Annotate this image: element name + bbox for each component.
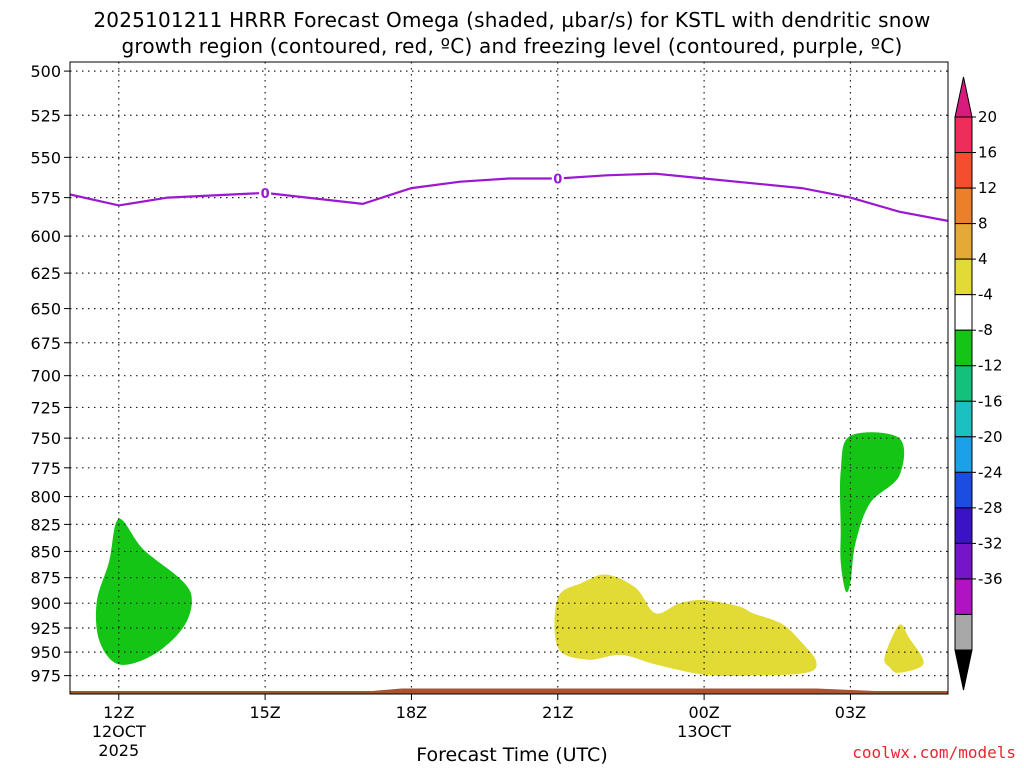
colorbar-label-10: -20 [978,428,1003,446]
colorbar-segment-6 [954,294,973,331]
credit-text: coolwx.com/models [852,743,1016,762]
colorbar-label-7: -8 [978,321,993,339]
colorbar-label-1: 20 [978,108,997,126]
colorbar-segment-2 [954,152,973,189]
y-tick-label-925: 925 [30,619,61,638]
colorbar-segment-8 [954,365,973,402]
colorbar-label-8: -12 [978,357,1003,375]
colorbar-segment-11 [954,471,973,509]
colorbar-segment-7 [954,329,973,367]
x-tick-label-21Z: 21Z [542,703,573,722]
y-tick-label-675: 675 [30,334,61,353]
colorbar-segment-14 [954,578,973,615]
omega-region-3 [554,574,817,676]
y-tick-label-850: 850 [30,542,61,561]
y-tick-label-875: 875 [30,569,61,588]
colorbar-label-9: -16 [978,392,1003,410]
y-tick-label-900: 900 [30,594,61,613]
y-tick-label-975: 975 [30,667,61,686]
colorbar-label-4: 8 [978,215,988,233]
omega-region-4 [884,624,924,673]
y-tick-label-750: 750 [30,429,61,448]
y-tick-label-525: 525 [30,106,61,125]
colorbar-segment-1 [954,116,973,154]
x-tick-date-12Z: 12OCT [92,722,146,741]
y-tick-label-950: 950 [30,643,61,662]
grid-layer [70,62,948,694]
colorbar-label-13: -32 [978,534,1003,552]
colorbar-segment-4 [954,223,973,260]
colorbar-label-3: 12 [978,179,997,197]
colorbar-segment-10 [954,436,973,473]
y-tick-label-775: 775 [30,459,61,478]
colorbar-segment-12 [954,507,973,544]
x-axis-label: Forecast Time (UTC) [416,744,608,766]
colorbar-label-6: -4 [978,286,993,304]
y-tick-label-725: 725 [30,398,61,417]
colorbar-segment-5 [954,258,973,296]
colorbar-label-12: -28 [978,499,1003,517]
colorbar-segment-13 [954,542,973,580]
freezing-level-layer: 00 [70,170,948,222]
freezing-label-bg-1 [259,184,272,201]
chart-title-line1: 2025101211 HRRR Forecast Omega (shaded, … [93,8,931,32]
colorbar-label-5: 4 [978,250,988,268]
chart-title-line2: growth region (contoured, red, ºC) and f… [121,34,903,58]
y-tick-label-550: 550 [30,148,61,167]
colorbar: 20 16 12 8 4 -4 -8 -12 -16 -20 -24 -28 -32 -36 [954,76,1003,691]
colorbar-top-arrow [954,76,973,118]
colorbar-segment-9 [954,400,973,438]
x-tick-label-00Z: 00Z [688,703,719,722]
y-tick-label-625: 625 [30,264,61,283]
y-tick-label-700: 700 [30,367,61,386]
freezing-level-label-2: 0 [553,173,562,188]
colorbar-segment-15 [954,613,973,651]
y-tick-label-575: 575 [30,189,61,208]
x-tick-year-12Z: 2025 [98,741,139,760]
y-tick-label-500: 500 [30,62,61,81]
x-tick-label-18Z: 18Z [396,703,427,722]
freezing-level-label-1: 0 [261,187,270,202]
omega-region-1 [95,518,192,665]
colorbar-label-14: -36 [978,570,1003,588]
surface-terrain [70,688,948,694]
axes-layer: 500 525 550 575 600 625 650 675 700 725 750 775 800 8… [30,61,949,760]
colorbar-label-11: -24 [978,463,1003,481]
omega-region-2 [839,432,905,593]
x-tick-date-00Z: 13OCT [677,722,731,741]
x-tick-label-03Z: 03Z [835,703,866,722]
y-tick-label-600: 600 [30,227,61,246]
y-tick-label-650: 650 [30,300,61,319]
colorbar-label-2: 16 [978,144,997,162]
x-tick-label-15Z: 15Z [249,703,280,722]
y-tick-label-800: 800 [30,488,61,507]
colorbar-bottom-arrow [954,649,973,691]
terrain-fill [70,688,948,694]
freezing-label-bg-2 [551,170,564,187]
y-tick-label-825: 825 [30,515,61,534]
omega-shading-layer [95,432,924,676]
colorbar-segment-3 [954,187,973,225]
x-tick-label-12Z: 12Z [103,703,134,722]
plot-frame [69,61,949,695]
